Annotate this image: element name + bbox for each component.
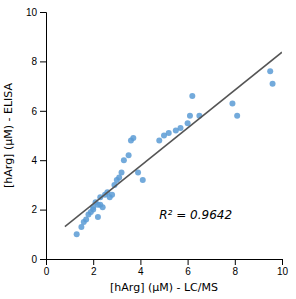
marks: [65, 52, 282, 237]
point: [100, 204, 106, 210]
point: [270, 81, 276, 87]
point: [119, 170, 125, 176]
point: [229, 100, 235, 106]
y-tick-label: 8: [31, 56, 37, 67]
point: [140, 177, 146, 183]
x-tick-mark: [235, 259, 236, 265]
x-tick: 4: [138, 259, 144, 277]
point: [126, 152, 132, 158]
y-tick-label: 0: [31, 254, 37, 265]
x-axis-label: [hArg] (μM) - LC/MS: [110, 281, 218, 294]
y-tick-mark: [40, 259, 46, 260]
x-tick-label: 8: [233, 266, 239, 277]
y-tick-label: 2: [31, 204, 37, 215]
x-axis: 0 2 4 6 8 10: [44, 259, 289, 277]
point: [74, 231, 80, 237]
point: [95, 214, 101, 220]
x-tick: 10: [277, 259, 289, 277]
y-tick-mark: [40, 111, 46, 112]
y-tick: 10: [26, 7, 46, 18]
point: [109, 192, 115, 198]
x-tick: 2: [91, 259, 97, 277]
y-tick: 0: [31, 254, 46, 265]
x-tick: 0: [44, 259, 50, 277]
y-tick: 2: [31, 204, 46, 215]
point: [185, 120, 191, 126]
x-tick-mark: [140, 259, 141, 265]
x-tick-label: 2: [91, 266, 97, 277]
point: [121, 157, 127, 163]
y-tick-label: 4: [31, 155, 37, 166]
fit-line: [65, 52, 282, 226]
point: [156, 137, 162, 143]
x-tick: 8: [233, 259, 239, 277]
x-axis-line: [47, 260, 283, 266]
x-tick-label: 10: [277, 266, 289, 277]
y-tick: 6: [31, 106, 46, 117]
y-tick-mark: [40, 160, 46, 161]
y-tick-label: 6: [31, 106, 37, 117]
x-tick-mark: [282, 259, 283, 265]
y-tick-mark: [40, 61, 46, 62]
y-tick: 4: [31, 155, 46, 166]
x-tick-mark: [93, 259, 94, 265]
point: [234, 113, 240, 119]
x-tick-label: 0: [44, 266, 50, 277]
x-tick-mark: [188, 259, 189, 265]
y-tick-label: 10: [26, 7, 38, 18]
point: [178, 125, 184, 131]
point: [187, 113, 193, 119]
plot: 0 2 4 6 8 10 0 2 4 6 8 10 R² = 0.9642: [26, 7, 289, 277]
chart: 0 2 4 6 8 10 0 2 4 6 8 10 R² = 0.9642 [hArg] (μM) - L…: [0, 0, 296, 299]
point: [166, 130, 172, 136]
x-tick: 6: [185, 259, 191, 277]
y-axis-line: [40, 13, 47, 260]
x-tick-label: 6: [185, 266, 191, 277]
x-tick-label: 4: [138, 266, 144, 277]
y-tick-mark: [40, 12, 46, 13]
point: [130, 135, 136, 141]
annotation: R² = 0.9642: [159, 208, 232, 222]
y-tick: 8: [31, 56, 46, 67]
point: [189, 93, 195, 99]
y-tick-mark: [40, 210, 46, 211]
y-axis-label: [hArg] (μM) - ELISA: [2, 83, 15, 188]
y-axis: 0 2 4 6 8 10: [26, 7, 47, 265]
point: [267, 68, 273, 74]
